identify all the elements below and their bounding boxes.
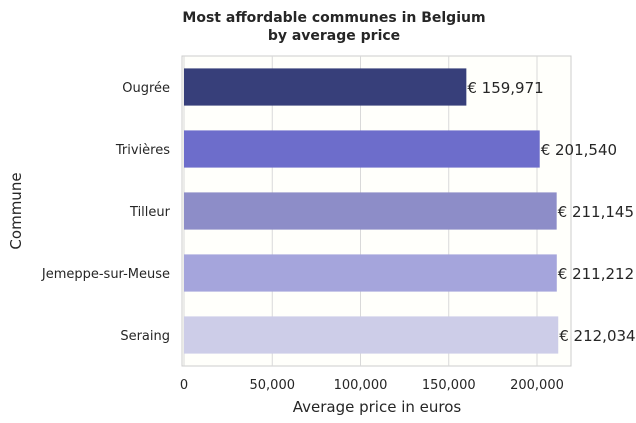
y-tick-label: Trivières (115, 143, 170, 158)
y-axis-label: Commune (7, 172, 25, 249)
y-tick-label: Jemeppe-sur-Meuse (41, 267, 170, 282)
data-label: € 211,212 (558, 265, 634, 283)
data-label: € 212,034 (559, 327, 635, 345)
bar (184, 68, 467, 106)
bar (184, 316, 559, 354)
x-tick-label: 0 (180, 378, 188, 393)
x-tick-label: 50,000 (250, 378, 296, 393)
bar (184, 130, 540, 168)
x-tick-label: 100,000 (334, 378, 388, 393)
y-tick-label: Ougrée (122, 81, 170, 96)
data-label: € 201,540 (541, 141, 617, 159)
x-axis-label: Average price in euros (293, 398, 462, 416)
bars (184, 68, 559, 354)
chart-title-line-2: by average price (268, 28, 400, 44)
x-tick-label: 150,000 (422, 378, 476, 393)
x-tick-label: 200,000 (510, 378, 564, 393)
bar (184, 192, 557, 230)
x-tick-labels: 0 50,000 100,000 150,000 200,000 (180, 378, 564, 393)
y-tick-labels: Ougrée Trivières Tilleur Jemeppe-sur-Meuse S… (41, 81, 171, 344)
data-labels: € 159,971 € 201,540 € 211,145 € 211,212 € 21… (467, 79, 635, 345)
bar (184, 254, 557, 292)
y-tick-label: Seraing (120, 329, 170, 344)
chart-title: Most affordable communes in Belgium by a… (182, 10, 485, 44)
data-label: € 211,145 (558, 203, 634, 221)
chart-title-line-1: Most affordable communes in Belgium (182, 10, 485, 26)
data-label: € 159,971 (467, 79, 543, 97)
y-tick-label: Tilleur (129, 205, 171, 220)
